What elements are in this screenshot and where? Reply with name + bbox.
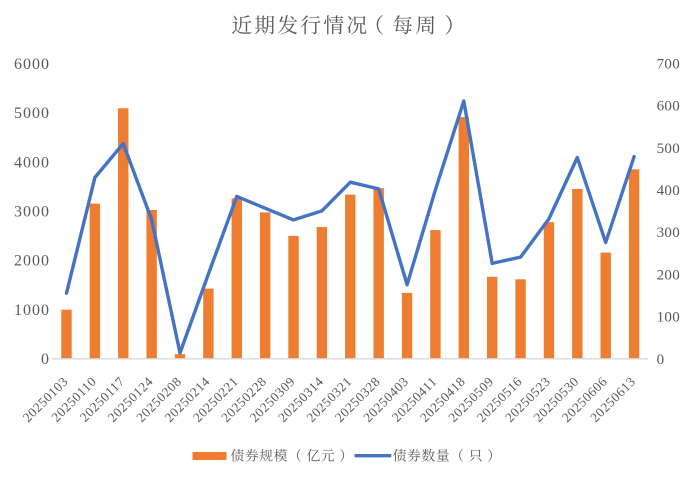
svg-text:700: 700 (657, 56, 680, 72)
svg-text:100: 100 (657, 310, 680, 326)
svg-text:3000: 3000 (14, 204, 50, 221)
svg-text:0: 0 (41, 351, 50, 368)
svg-text:5000: 5000 (14, 105, 50, 122)
svg-text:600: 600 (657, 99, 680, 115)
svg-text:0: 0 (657, 352, 665, 368)
svg-text:6000: 6000 (14, 56, 50, 73)
svg-text:300: 300 (657, 225, 680, 241)
svg-text:2000: 2000 (14, 253, 50, 270)
svg-text:1000: 1000 (14, 302, 50, 319)
svg-text:500: 500 (657, 141, 680, 157)
svg-text:4000: 4000 (14, 154, 50, 171)
svg-text:400: 400 (657, 183, 680, 199)
svg-text:200: 200 (657, 267, 680, 283)
